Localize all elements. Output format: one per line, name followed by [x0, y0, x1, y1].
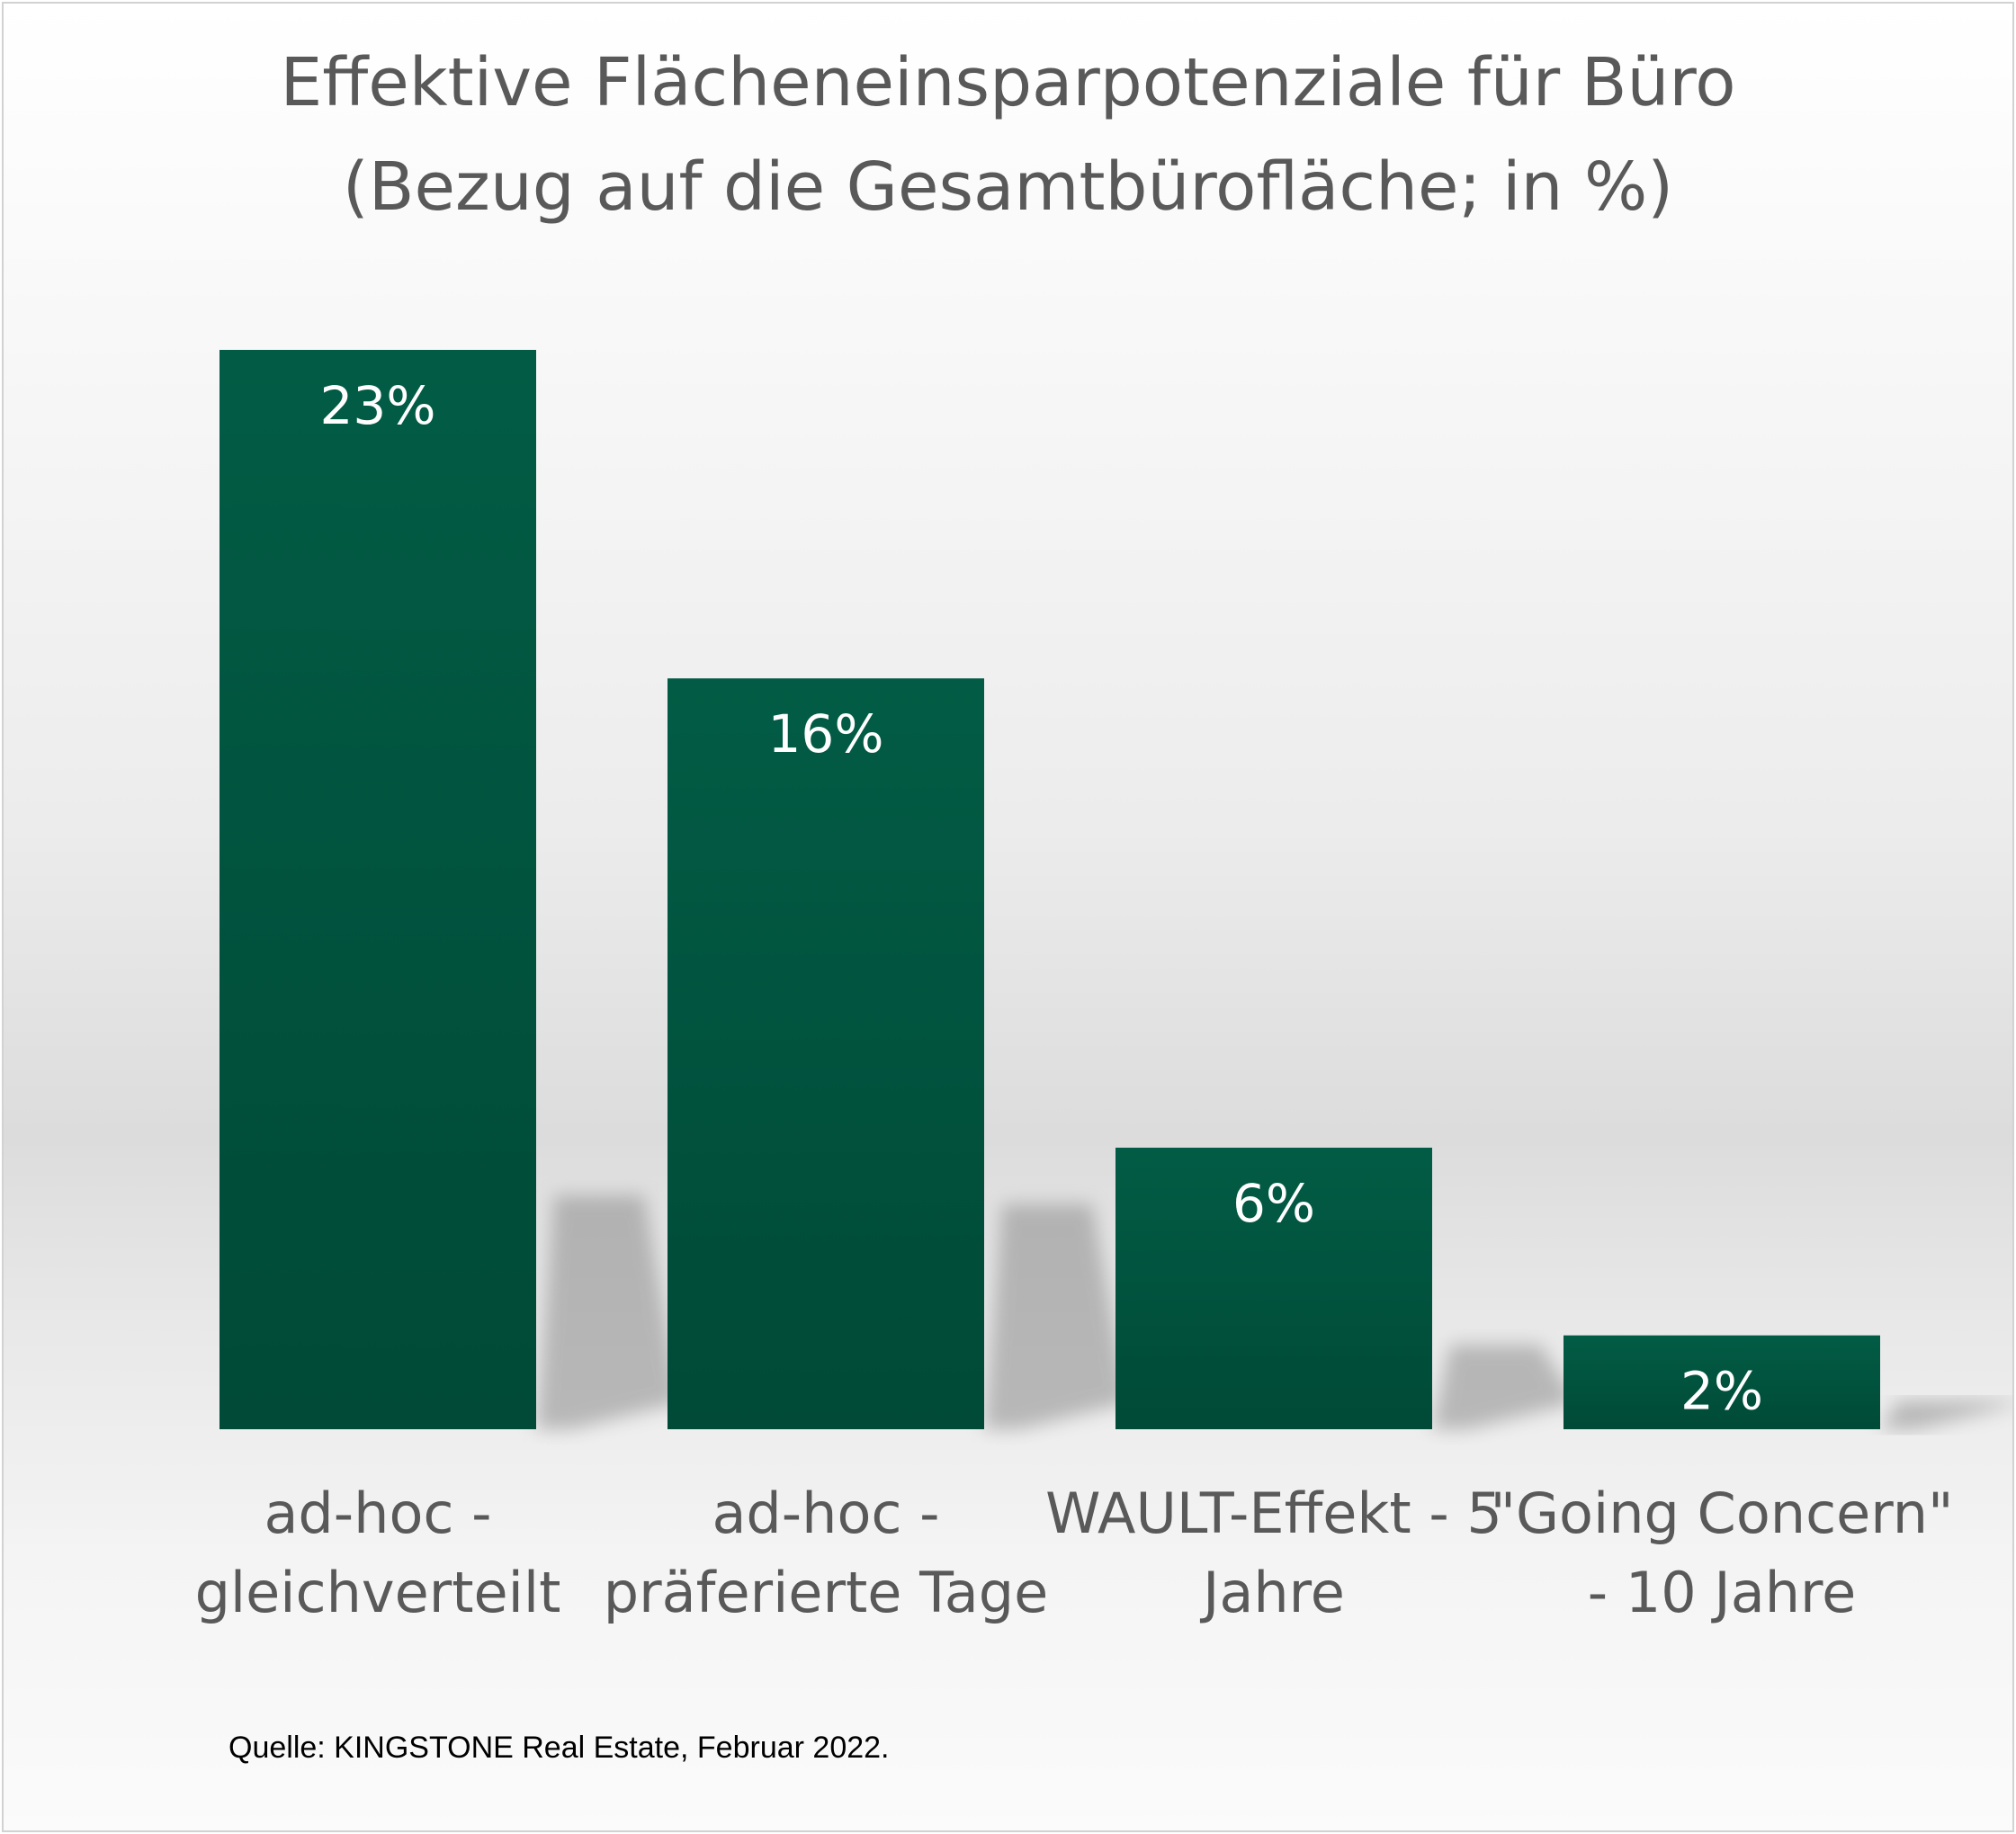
bar-shadow: [1880, 1400, 2012, 1429]
bar-shadow: [536, 1195, 680, 1429]
category-label-4-line-1: "Going Concern": [1490, 1481, 1953, 1546]
bar-3: [1116, 1147, 1432, 1429]
category-labels: ad-hoc - gleichverteilt ad-hoc - präferiert…: [195, 1481, 1954, 1625]
bar-shadows: [536, 1195, 2012, 1429]
bars: [220, 350, 1880, 1429]
data-labels: 23% 16% 6% 2%: [320, 375, 1763, 1422]
bar-1: [220, 350, 536, 1429]
chart-title: Effektive Flächeneinsparpotenziale für B…: [280, 44, 1736, 121]
category-label-1-line-2: gleichverteilt: [195, 1560, 561, 1625]
category-label-4-line-2: - 10 Jahre: [1588, 1560, 1857, 1625]
data-label-3: 6%: [1232, 1173, 1315, 1234]
data-label-1: 23%: [320, 375, 436, 436]
bar-4: [1564, 1335, 1880, 1429]
bar-2: [668, 678, 984, 1429]
category-label-3-line-1: WAULT-Effekt - 5: [1045, 1481, 1502, 1546]
category-label-3-line-2: Jahre: [1199, 1560, 1345, 1625]
chart-subtitle: (Bezug auf die Gesamtbürofläche; in %): [342, 148, 1674, 226]
data-label-4: 2%: [1680, 1361, 1763, 1422]
source-note: Quelle: KINGSTONE Real Estate, Februar 2…: [228, 1731, 890, 1765]
bar-shadow: [984, 1203, 1128, 1429]
bar-chart: 23%16%6%2% ad-hoc -gleichverteiltad-hoc …: [195, 350, 2012, 1625]
bar-shadow: [1432, 1345, 1576, 1429]
category-label-1-line-1: ad-hoc -: [264, 1481, 491, 1546]
category-label-2-line-2: präferierte Tage: [604, 1560, 1048, 1625]
data-label-2: 16%: [768, 703, 884, 765]
category-label-2-line-1: ad-hoc -: [712, 1481, 939, 1546]
